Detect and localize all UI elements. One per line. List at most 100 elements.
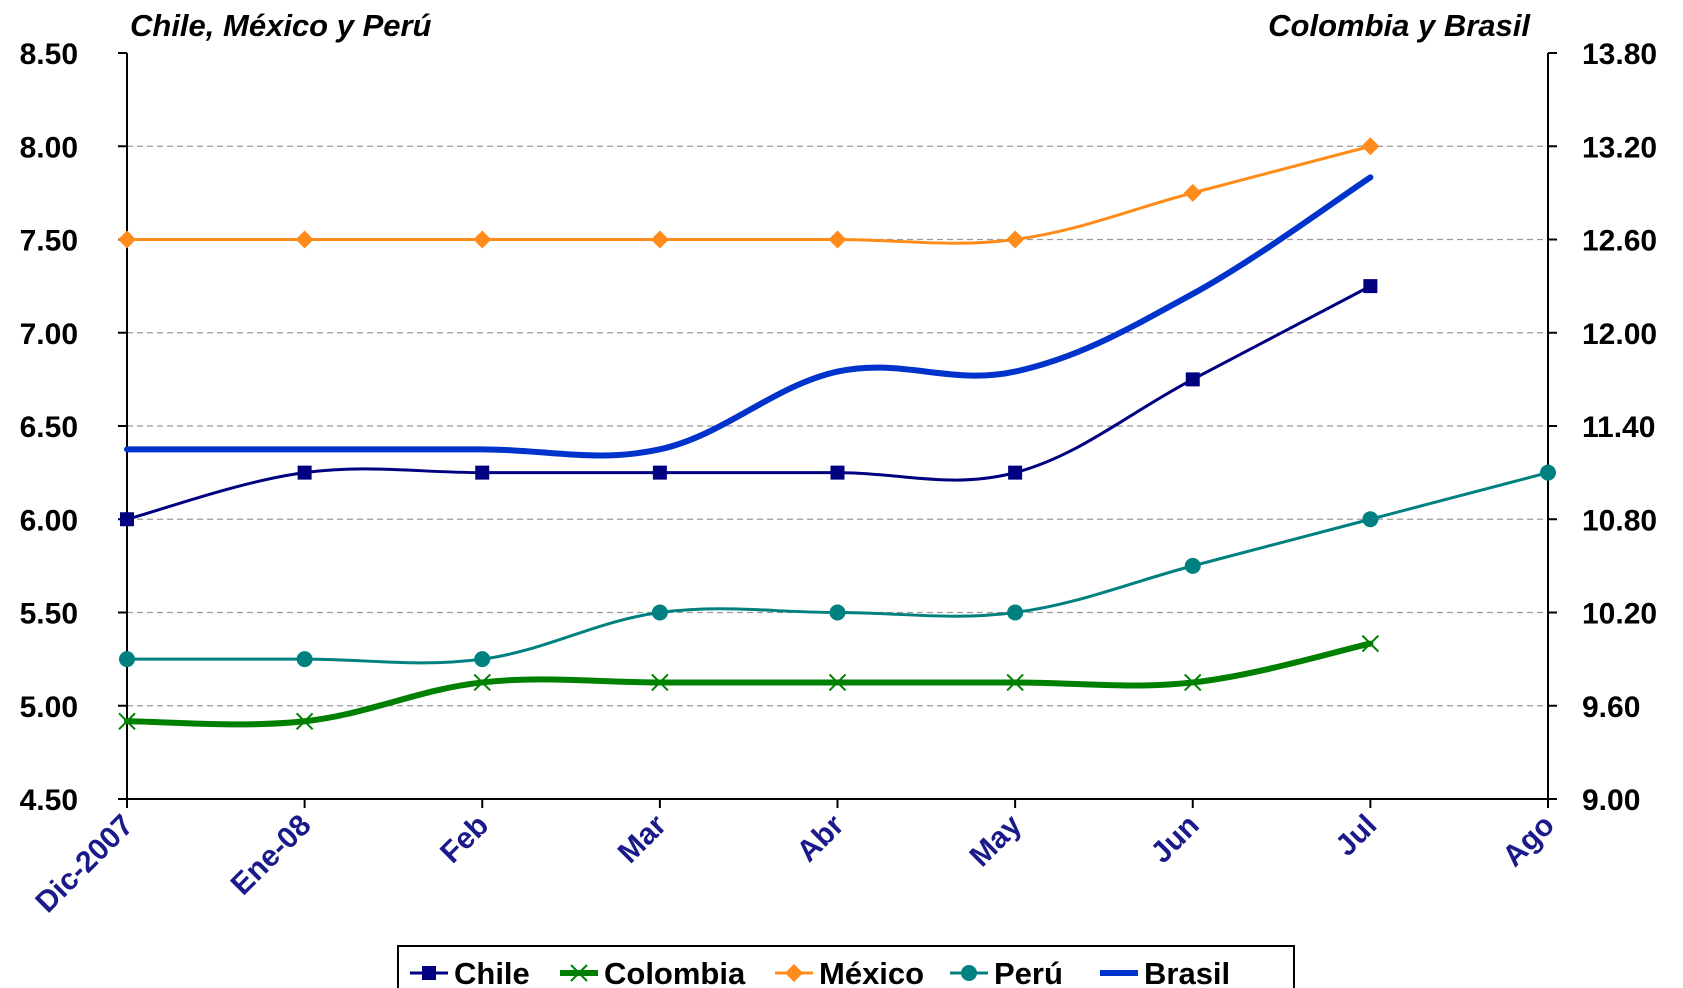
left-tick-label: 8.00: [20, 131, 78, 164]
peru-point: [1362, 511, 1379, 528]
x-tick-label: Jul: [1329, 809, 1383, 863]
chile-point: [652, 465, 667, 480]
x-tick-label: May: [963, 808, 1028, 873]
legend-item-colombia: Colombia: [560, 956, 746, 988]
legend-label: México: [819, 956, 924, 988]
peru-point: [119, 651, 135, 668]
marker-stroke: [1006, 673, 1024, 692]
right-axis-title: Colombia y Brasil: [1268, 8, 1531, 43]
colombia-point: [651, 673, 669, 692]
legend-marker: [422, 966, 436, 980]
legend-label: Perú: [994, 956, 1063, 988]
right-tick-label: 11.40: [1582, 411, 1655, 444]
mexico-point: [295, 230, 314, 249]
legend-marker: [961, 965, 977, 981]
colombia-point: [473, 673, 491, 692]
marker-stroke: [473, 673, 491, 692]
mexico-point: [473, 230, 492, 249]
right-tick-label: 10.80: [1582, 504, 1657, 537]
legend: Chile Colombia México Perú Brasil: [397, 945, 1295, 988]
colombia-point: [1184, 673, 1202, 692]
peru-point: [1184, 557, 1201, 574]
series-chile: [120, 279, 1378, 527]
chile-point: [475, 465, 490, 480]
left-tick-label: 4.50: [20, 784, 78, 817]
marker-stroke: [651, 673, 669, 692]
colombia-point: [118, 712, 136, 730]
legend-item-chile: Chile: [410, 956, 530, 988]
left-tick-label: 5.50: [20, 598, 78, 631]
right-tick-label: 9.00: [1582, 784, 1640, 817]
right-tick-label: 9.60: [1582, 691, 1640, 724]
chile-point: [1185, 372, 1200, 387]
x-tick-label: Mar: [612, 808, 673, 869]
legend-item-peru: Perú: [950, 956, 1063, 988]
x-tick-label: Feb: [434, 809, 495, 870]
legend-item-mexico: México: [775, 956, 924, 988]
right-tick-label: 12.00: [1582, 318, 1657, 351]
mexico-line: [125, 144, 1372, 245]
chile-point: [830, 465, 845, 480]
mexico-point: [828, 230, 847, 249]
right-tick-label: 10.20: [1582, 598, 1657, 631]
left-tick-label: 6.00: [20, 504, 78, 537]
legend-item-brasil: Brasil: [1100, 956, 1230, 988]
brasil-line: [124, 174, 1374, 459]
marker-stroke: [118, 712, 136, 730]
marker-stroke: [1361, 634, 1380, 653]
peru-line: [125, 471, 1550, 665]
series-layer: [118, 137, 1556, 730]
series-brasil: [124, 174, 1374, 459]
legend-label: Brasil: [1144, 956, 1230, 988]
x-tick-label: Ene-08: [225, 809, 318, 902]
peru-point: [296, 651, 313, 668]
left-tick-label: 6.50: [20, 411, 78, 444]
legend-marker: [570, 964, 588, 982]
marker-stroke: [295, 712, 314, 730]
right-tick-label: 13.20: [1582, 131, 1657, 164]
marker-stroke: [570, 964, 588, 982]
legend-box: [397, 945, 1295, 988]
chile-point: [1008, 465, 1023, 480]
labels-layer: Chile, México y Perú Colombia y Brasil: [130, 8, 1531, 43]
left-tick-label: 7.50: [20, 225, 78, 258]
legend-label: Colombia: [604, 956, 746, 988]
series-colombia: [118, 634, 1380, 730]
mexico-point: [1183, 183, 1202, 202]
colombia-point: [1361, 634, 1380, 653]
peru-point: [474, 651, 491, 668]
marker-stroke: [828, 673, 847, 692]
right-tick-label: 13.80: [1582, 38, 1657, 71]
colombia-point: [295, 712, 314, 730]
peru-point: [651, 604, 668, 621]
chile-point: [1363, 279, 1378, 294]
x-tick-label: Ago: [1496, 809, 1561, 874]
colombia-line: [124, 640, 1374, 728]
legend-marker: [785, 964, 803, 982]
chile-point: [120, 512, 134, 527]
marker-stroke: [1184, 673, 1202, 692]
x-tick-label: Dic-2007: [29, 809, 140, 920]
peru-point: [1007, 604, 1024, 621]
colombia-point: [1006, 673, 1024, 692]
left-axis-title: Chile, México y Perú: [130, 8, 432, 43]
chile-point: [297, 465, 312, 480]
x-tick-label: Abr: [791, 808, 851, 868]
mexico-point: [650, 230, 669, 249]
left-tick-label: 8.50: [20, 38, 78, 71]
series-mexico: [118, 137, 1380, 249]
grid-layer: [127, 145, 1548, 707]
x-tick-label: Jun: [1145, 809, 1206, 870]
right-tick-label: 12.60: [1582, 225, 1657, 258]
mexico-point: [118, 230, 136, 249]
mexico-point: [1006, 230, 1025, 249]
legend-label: Chile: [454, 956, 530, 988]
mexico-point: [1361, 137, 1380, 156]
series-peru: [119, 464, 1556, 668]
peru-point: [1540, 464, 1556, 481]
chile-line: [125, 284, 1372, 521]
left-tick-label: 5.00: [20, 691, 78, 724]
peru-point: [829, 604, 846, 621]
